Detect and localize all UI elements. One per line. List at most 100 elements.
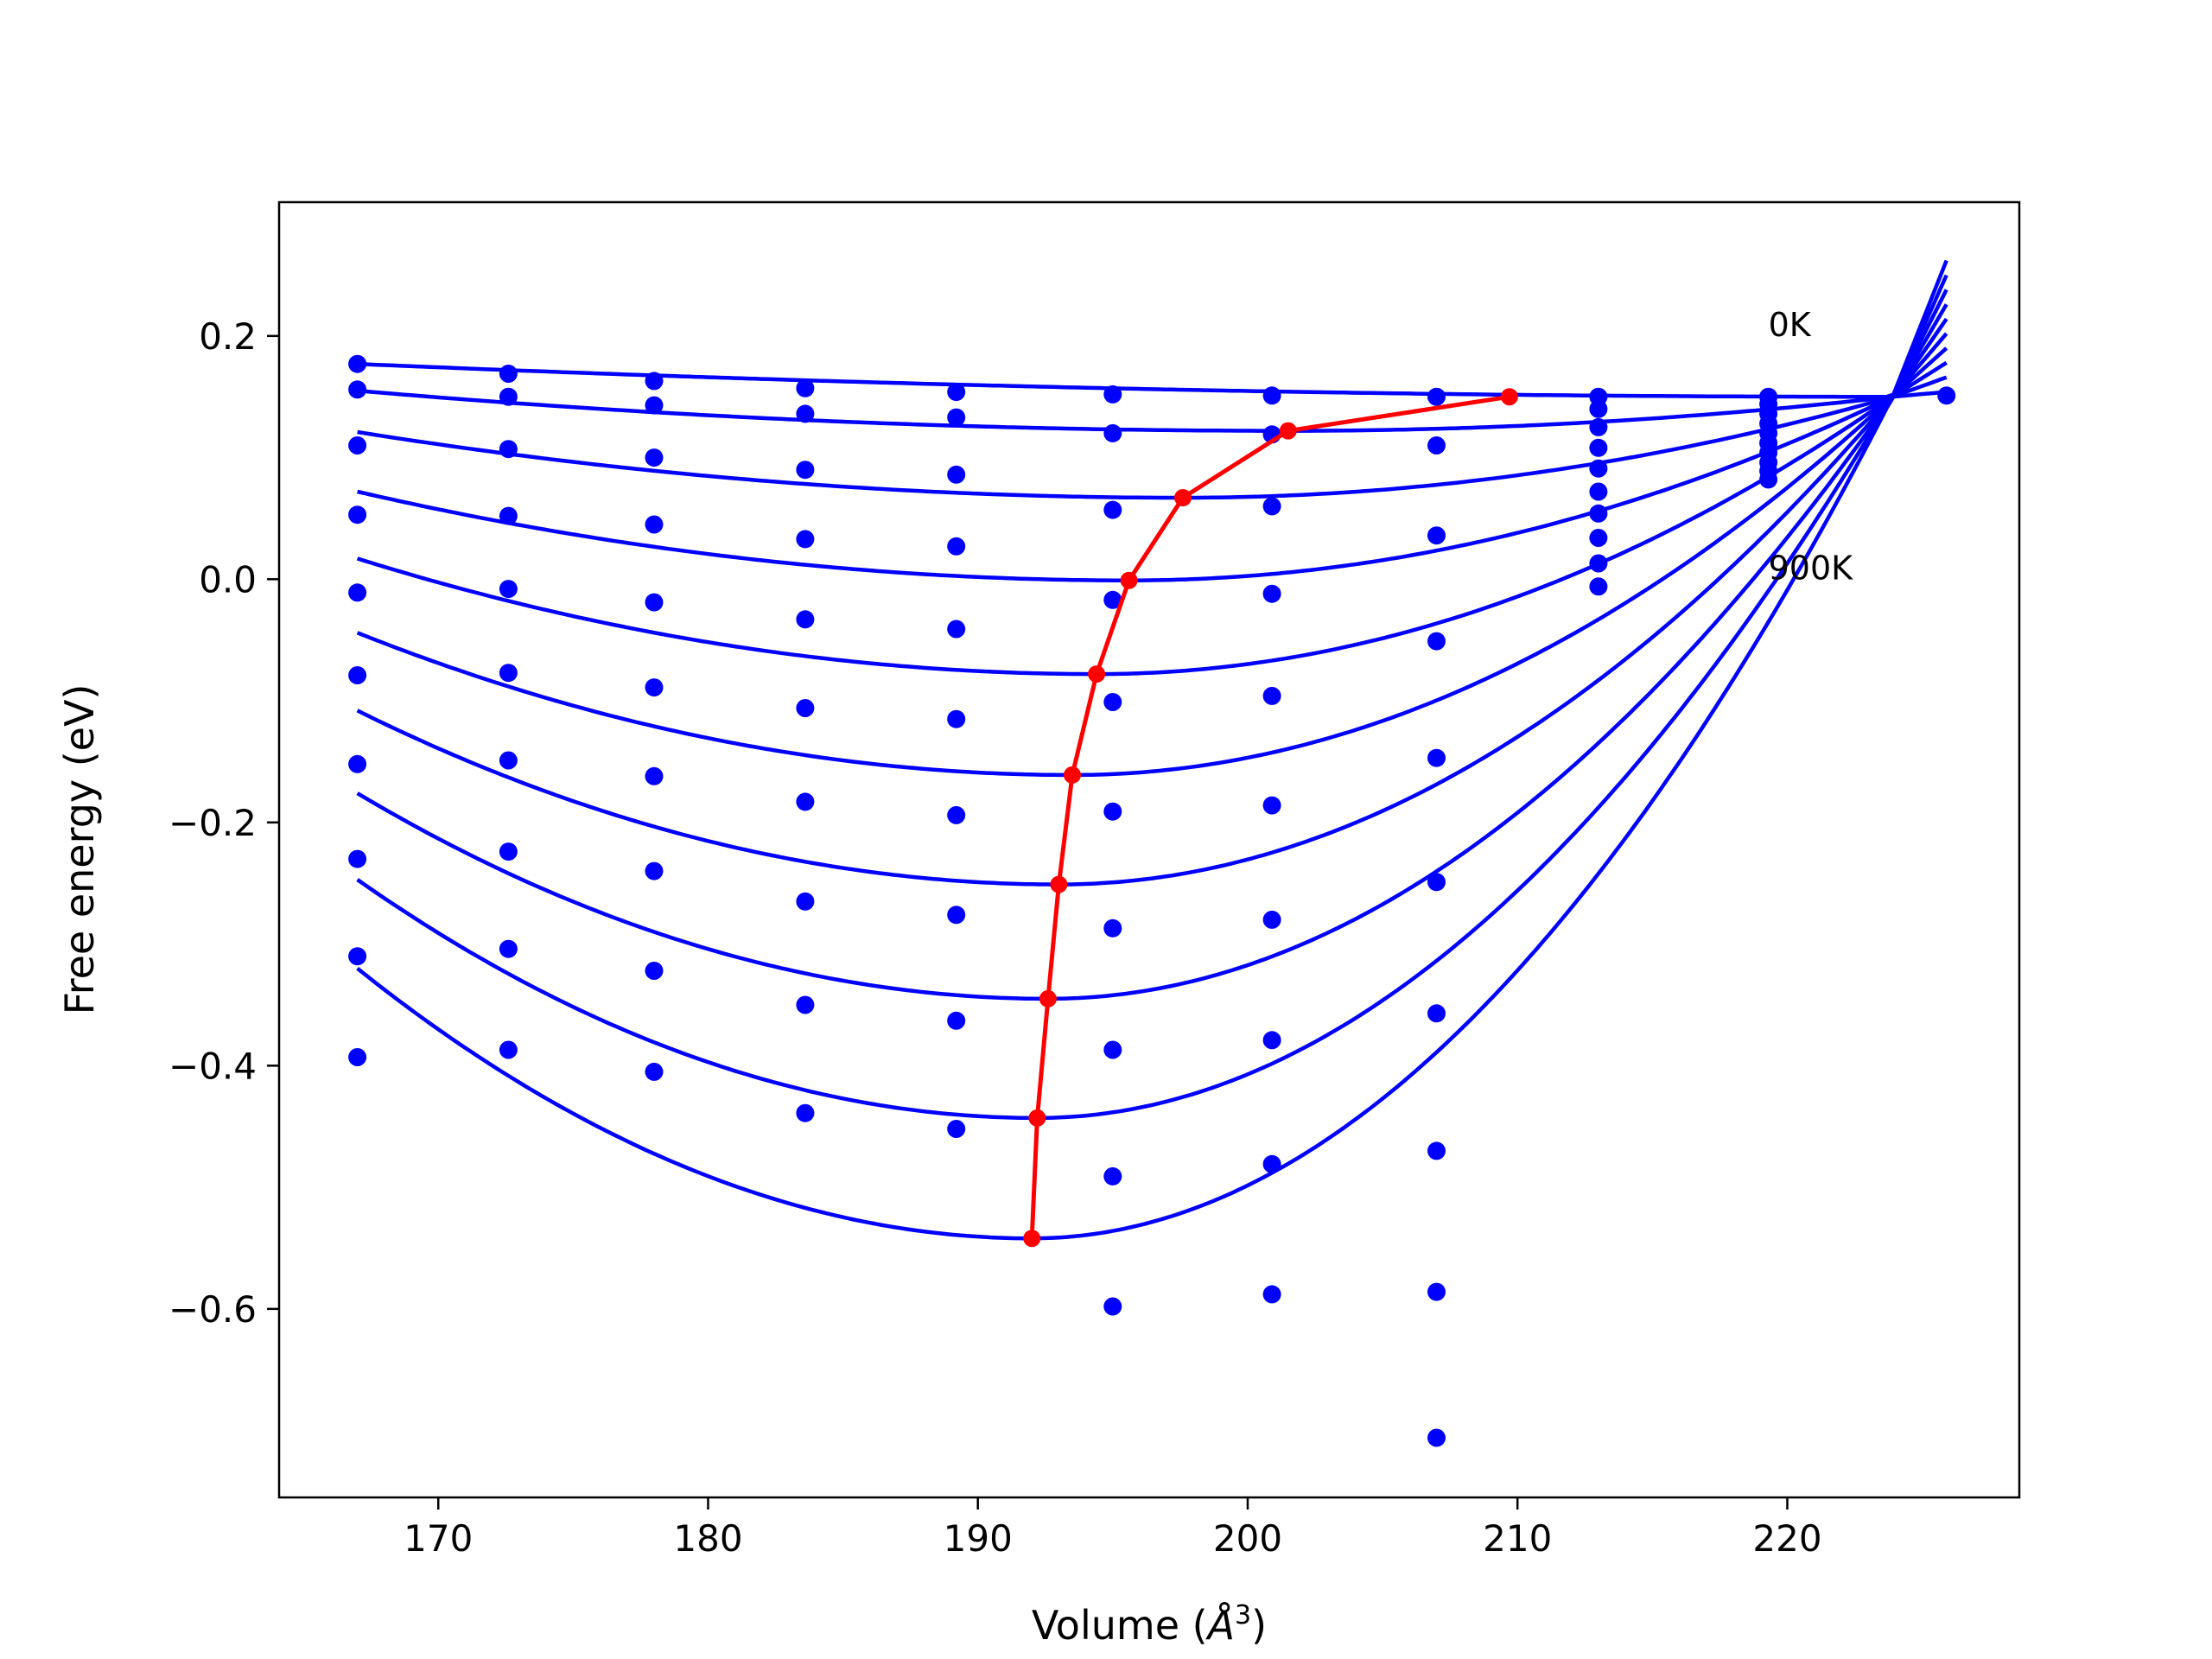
- data-point-2-2: [645, 448, 664, 467]
- fit-curve-2: [357, 274, 1948, 433]
- data-point-0-5: [348, 666, 367, 684]
- data-point-10-0: [1937, 386, 1956, 405]
- data-point-8-4: [1589, 459, 1608, 478]
- fit-curve-4: [357, 303, 1948, 582]
- minima-point-7: [1039, 989, 1057, 1007]
- data-point-5-6: [1103, 918, 1122, 938]
- data-point-6-0: [1262, 386, 1281, 405]
- data-point-0-4: [348, 583, 367, 602]
- data-point-2-3: [645, 515, 664, 534]
- data-point-5-4: [1103, 693, 1122, 711]
- data-point-0-3: [348, 505, 367, 524]
- minima-point-5: [1064, 766, 1081, 784]
- y-axis-label: Free energy (eV): [56, 684, 103, 1015]
- data-point-4-4: [947, 620, 966, 639]
- fit-curve-6: [356, 332, 1948, 778]
- data-point-1-2: [499, 440, 518, 459]
- data-point-4-8: [947, 1011, 966, 1030]
- data-point-7-4: [1427, 748, 1446, 767]
- y-tick-label-3: −0.4: [168, 1045, 257, 1087]
- fit-curve-3: [357, 289, 1948, 500]
- data-point-6-9: [1262, 1285, 1281, 1304]
- annotation-1: 900K: [1769, 549, 1854, 587]
- data-point-3-0: [796, 378, 815, 397]
- data-point-3-5: [796, 699, 815, 717]
- data-point-4-9: [947, 1120, 966, 1138]
- data-point-8-8: [1589, 554, 1608, 573]
- y-tick-label-4: −0.6: [168, 1288, 257, 1331]
- x-tick-label-5: 220: [1752, 1517, 1821, 1560]
- data-point-1-1: [499, 387, 518, 406]
- data-point-7-6: [1427, 1004, 1446, 1023]
- data-point-3-4: [796, 610, 815, 629]
- data-point-1-6: [499, 751, 518, 770]
- data-point-1-8: [499, 939, 518, 958]
- data-point-5-7: [1103, 1040, 1122, 1059]
- data-point-7-3: [1427, 632, 1446, 651]
- data-point-0-9: [348, 1048, 367, 1066]
- data-point-5-1: [1103, 423, 1122, 442]
- data-point-4-5: [947, 709, 966, 728]
- x-tick-label-3: 200: [1213, 1517, 1282, 1560]
- plot-frame: [277, 200, 2021, 1499]
- data-point-6-7: [1262, 1031, 1281, 1050]
- data-point-3-2: [796, 461, 815, 480]
- data-point-2-6: [645, 766, 664, 785]
- data-point-3-7: [796, 892, 815, 911]
- data-point-4-0: [947, 383, 966, 402]
- annotation-0: 0K: [1769, 306, 1812, 344]
- data-point-1-9: [499, 1040, 518, 1059]
- data-point-2-4: [645, 593, 664, 612]
- annotations: 0K 900K: [1769, 306, 1854, 588]
- data-point-0-7: [348, 849, 367, 868]
- data-point-4-1: [947, 408, 966, 427]
- y-axis-ticks: 0.2 0.0 −0.2 −0.4 −0.6: [168, 315, 279, 1331]
- fit-curves: [356, 259, 1948, 1241]
- data-point-0-0: [348, 354, 367, 373]
- plot-area: [279, 202, 2019, 1497]
- data-point-6-4: [1262, 686, 1281, 705]
- data-point-2-5: [645, 678, 664, 697]
- data-point-7-9: [1427, 1428, 1446, 1447]
- data-point-9-9: [1759, 470, 1778, 489]
- fit-curve-10: [356, 390, 1947, 1241]
- data-point-0-2: [348, 436, 367, 454]
- data-point-1-5: [499, 664, 518, 683]
- minima-point-3: [1120, 571, 1138, 589]
- data-point-7-1: [1427, 436, 1446, 454]
- data-point-1-7: [499, 842, 518, 861]
- minima-point-4: [1088, 665, 1106, 683]
- data-point-5-0: [1103, 385, 1122, 404]
- data-point-7-7: [1427, 1141, 1446, 1160]
- data-point-2-8: [645, 962, 664, 980]
- minima-point-6: [1050, 875, 1068, 893]
- fit-curve-9: [356, 375, 1948, 1121]
- data-point-7-0: [1427, 387, 1446, 406]
- data-point-0-8: [348, 947, 367, 966]
- data-point-2-1: [645, 396, 664, 415]
- data-point-4-2: [947, 465, 966, 484]
- x-axis-ticks: 170 180 190 200 210 220: [404, 1497, 1822, 1560]
- data-point-3-1: [796, 404, 815, 423]
- x-tick-label-2: 190: [944, 1517, 1013, 1560]
- data-point-1-3: [499, 506, 518, 525]
- data-point-8-3: [1589, 438, 1608, 457]
- minima-point-2: [1174, 489, 1192, 506]
- fit-curve-7: [356, 346, 1948, 887]
- data-point-0-6: [348, 754, 367, 773]
- data-point-8-7: [1589, 529, 1608, 547]
- fit-curve-8: [356, 360, 1948, 1001]
- data-point-2-7: [645, 861, 664, 880]
- data-point-1-4: [499, 580, 518, 599]
- data-point-5-9: [1103, 1297, 1122, 1316]
- minima-series: [1023, 388, 1518, 1248]
- y-tick-label-2: −0.2: [168, 802, 257, 844]
- x-tick-label-1: 180: [673, 1517, 742, 1560]
- data-point-6-8: [1262, 1154, 1281, 1173]
- minima-point-9: [1023, 1230, 1041, 1248]
- data-point-5-3: [1103, 590, 1122, 609]
- data-point-8-5: [1589, 482, 1608, 501]
- x-tick-label-4: 210: [1483, 1517, 1552, 1560]
- minima-point-0: [1500, 388, 1518, 406]
